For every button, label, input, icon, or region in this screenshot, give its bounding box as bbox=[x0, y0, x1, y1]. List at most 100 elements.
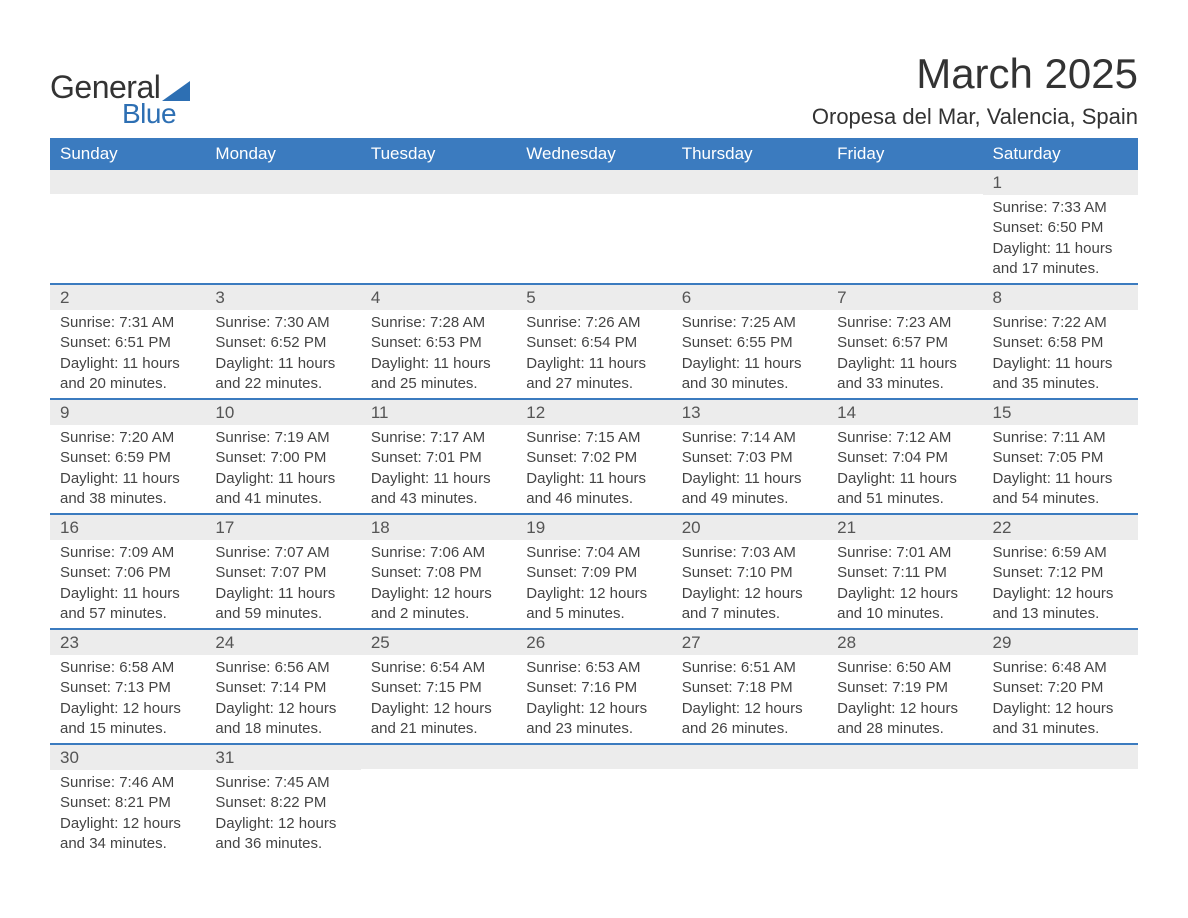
weekday-header: Thursday bbox=[672, 138, 827, 170]
calendar-cell: 21Sunrise: 7:01 AMSunset: 7:11 PMDayligh… bbox=[827, 514, 982, 629]
calendar-week-row: 9Sunrise: 7:20 AMSunset: 6:59 PMDaylight… bbox=[50, 399, 1138, 514]
sunset-text: Sunset: 7:03 PM bbox=[682, 448, 817, 468]
day-content: Sunrise: 6:59 AMSunset: 7:12 PMDaylight:… bbox=[983, 540, 1138, 628]
sunrise-text: Sunrise: 7:25 AM bbox=[682, 313, 817, 333]
calendar-cell: 30Sunrise: 7:46 AMSunset: 8:21 PMDayligh… bbox=[50, 744, 205, 858]
day-number: 14 bbox=[827, 400, 982, 425]
day-content: Sunrise: 7:11 AMSunset: 7:05 PMDaylight:… bbox=[983, 425, 1138, 513]
day-number: 28 bbox=[827, 630, 982, 655]
day-number bbox=[361, 745, 516, 769]
sunrise-text: Sunrise: 7:15 AM bbox=[526, 428, 661, 448]
calendar-cell: 5Sunrise: 7:26 AMSunset: 6:54 PMDaylight… bbox=[516, 284, 671, 399]
daylight-text: Daylight: 12 hours and 23 minutes. bbox=[526, 699, 661, 740]
sunset-text: Sunset: 7:14 PM bbox=[215, 678, 350, 698]
weekday-header: Wednesday bbox=[516, 138, 671, 170]
day-number: 22 bbox=[983, 515, 1138, 540]
calendar-cell: 7Sunrise: 7:23 AMSunset: 6:57 PMDaylight… bbox=[827, 284, 982, 399]
calendar-cell: 3Sunrise: 7:30 AMSunset: 6:52 PMDaylight… bbox=[205, 284, 360, 399]
daylight-text: Daylight: 11 hours and 33 minutes. bbox=[837, 354, 972, 395]
day-number: 31 bbox=[205, 745, 360, 770]
daylight-text: Daylight: 12 hours and 18 minutes. bbox=[215, 699, 350, 740]
sunset-text: Sunset: 7:08 PM bbox=[371, 563, 506, 583]
calendar-cell: 20Sunrise: 7:03 AMSunset: 7:10 PMDayligh… bbox=[672, 514, 827, 629]
day-content: Sunrise: 6:50 AMSunset: 7:19 PMDaylight:… bbox=[827, 655, 982, 743]
calendar-cell bbox=[827, 744, 982, 858]
sunset-text: Sunset: 6:58 PM bbox=[993, 333, 1128, 353]
daylight-text: Daylight: 11 hours and 59 minutes. bbox=[215, 584, 350, 625]
day-number bbox=[516, 170, 671, 194]
day-content bbox=[50, 194, 205, 282]
day-number bbox=[50, 170, 205, 194]
day-number: 11 bbox=[361, 400, 516, 425]
daylight-text: Daylight: 12 hours and 31 minutes. bbox=[993, 699, 1128, 740]
day-content: Sunrise: 7:26 AMSunset: 6:54 PMDaylight:… bbox=[516, 310, 671, 398]
page-header: General Blue March 2025 Oropesa del Mar,… bbox=[50, 50, 1138, 130]
day-number: 2 bbox=[50, 285, 205, 310]
calendar-cell: 2Sunrise: 7:31 AMSunset: 6:51 PMDaylight… bbox=[50, 284, 205, 399]
sunset-text: Sunset: 6:59 PM bbox=[60, 448, 195, 468]
calendar-cell: 29Sunrise: 6:48 AMSunset: 7:20 PMDayligh… bbox=[983, 629, 1138, 744]
day-number: 21 bbox=[827, 515, 982, 540]
day-number: 30 bbox=[50, 745, 205, 770]
weekday-header: Monday bbox=[205, 138, 360, 170]
day-content: Sunrise: 7:46 AMSunset: 8:21 PMDaylight:… bbox=[50, 770, 205, 858]
calendar-page: General Blue March 2025 Oropesa del Mar,… bbox=[50, 50, 1138, 858]
sunrise-text: Sunrise: 6:53 AM bbox=[526, 658, 661, 678]
daylight-text: Daylight: 12 hours and 13 minutes. bbox=[993, 584, 1128, 625]
calendar-cell: 25Sunrise: 6:54 AMSunset: 7:15 PMDayligh… bbox=[361, 629, 516, 744]
sunset-text: Sunset: 7:19 PM bbox=[837, 678, 972, 698]
calendar-cell: 15Sunrise: 7:11 AMSunset: 7:05 PMDayligh… bbox=[983, 399, 1138, 514]
daylight-text: Daylight: 12 hours and 2 minutes. bbox=[371, 584, 506, 625]
sunrise-text: Sunrise: 7:33 AM bbox=[993, 198, 1128, 218]
calendar-week-row: 30Sunrise: 7:46 AMSunset: 8:21 PMDayligh… bbox=[50, 744, 1138, 858]
day-number: 18 bbox=[361, 515, 516, 540]
sunrise-text: Sunrise: 7:28 AM bbox=[371, 313, 506, 333]
day-content: Sunrise: 7:15 AMSunset: 7:02 PMDaylight:… bbox=[516, 425, 671, 513]
sunrise-text: Sunrise: 7:03 AM bbox=[682, 543, 817, 563]
sunset-text: Sunset: 6:50 PM bbox=[993, 218, 1128, 238]
sunset-text: Sunset: 7:10 PM bbox=[682, 563, 817, 583]
daylight-text: Daylight: 11 hours and 41 minutes. bbox=[215, 469, 350, 510]
day-content bbox=[827, 194, 982, 282]
logo-text-blue: Blue bbox=[122, 98, 176, 130]
day-number bbox=[827, 170, 982, 194]
day-number bbox=[516, 745, 671, 769]
daylight-text: Daylight: 12 hours and 36 minutes. bbox=[215, 814, 350, 855]
daylight-text: Daylight: 11 hours and 54 minutes. bbox=[993, 469, 1128, 510]
day-content bbox=[516, 194, 671, 282]
sunset-text: Sunset: 7:07 PM bbox=[215, 563, 350, 583]
sunrise-text: Sunrise: 7:11 AM bbox=[993, 428, 1128, 448]
calendar-cell: 22Sunrise: 6:59 AMSunset: 7:12 PMDayligh… bbox=[983, 514, 1138, 629]
calendar-thead: Sunday Monday Tuesday Wednesday Thursday… bbox=[50, 138, 1138, 170]
sunset-text: Sunset: 7:13 PM bbox=[60, 678, 195, 698]
day-number: 13 bbox=[672, 400, 827, 425]
sunrise-text: Sunrise: 7:23 AM bbox=[837, 313, 972, 333]
sunset-text: Sunset: 6:54 PM bbox=[526, 333, 661, 353]
calendar-cell: 27Sunrise: 6:51 AMSunset: 7:18 PMDayligh… bbox=[672, 629, 827, 744]
day-content: Sunrise: 6:56 AMSunset: 7:14 PMDaylight:… bbox=[205, 655, 360, 743]
calendar-cell bbox=[516, 744, 671, 858]
day-content: Sunrise: 7:28 AMSunset: 6:53 PMDaylight:… bbox=[361, 310, 516, 398]
sunset-text: Sunset: 7:06 PM bbox=[60, 563, 195, 583]
calendar-cell bbox=[361, 744, 516, 858]
sunrise-text: Sunrise: 7:26 AM bbox=[526, 313, 661, 333]
calendar-cell: 24Sunrise: 6:56 AMSunset: 7:14 PMDayligh… bbox=[205, 629, 360, 744]
sunset-text: Sunset: 7:02 PM bbox=[526, 448, 661, 468]
day-number bbox=[361, 170, 516, 194]
day-content bbox=[361, 194, 516, 282]
calendar-cell bbox=[205, 170, 360, 284]
day-content: Sunrise: 7:17 AMSunset: 7:01 PMDaylight:… bbox=[361, 425, 516, 513]
day-number: 19 bbox=[516, 515, 671, 540]
day-number: 12 bbox=[516, 400, 671, 425]
calendar-body: 1Sunrise: 7:33 AMSunset: 6:50 PMDaylight… bbox=[50, 170, 1138, 858]
day-content bbox=[983, 769, 1138, 857]
daylight-text: Daylight: 11 hours and 49 minutes. bbox=[682, 469, 817, 510]
sunrise-text: Sunrise: 7:07 AM bbox=[215, 543, 350, 563]
day-content: Sunrise: 6:58 AMSunset: 7:13 PMDaylight:… bbox=[50, 655, 205, 743]
calendar-cell: 13Sunrise: 7:14 AMSunset: 7:03 PMDayligh… bbox=[672, 399, 827, 514]
day-number bbox=[827, 745, 982, 769]
day-content: Sunrise: 7:12 AMSunset: 7:04 PMDaylight:… bbox=[827, 425, 982, 513]
sunrise-text: Sunrise: 6:58 AM bbox=[60, 658, 195, 678]
calendar-cell: 26Sunrise: 6:53 AMSunset: 7:16 PMDayligh… bbox=[516, 629, 671, 744]
sunset-text: Sunset: 7:09 PM bbox=[526, 563, 661, 583]
